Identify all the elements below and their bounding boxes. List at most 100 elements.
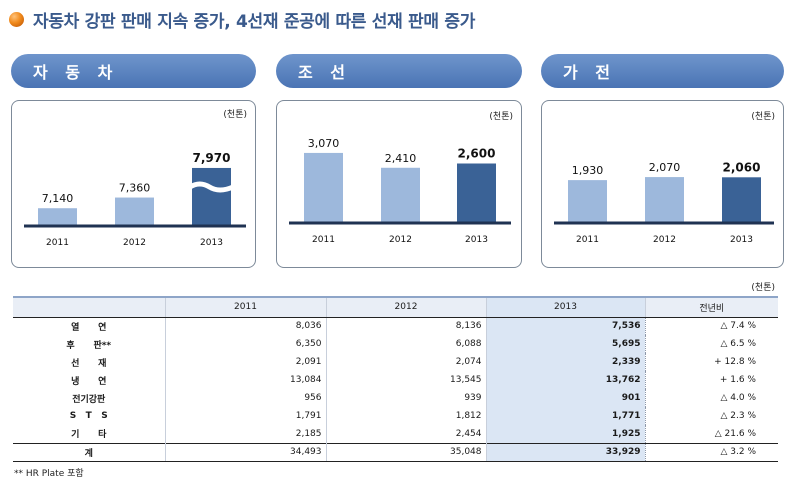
- sector-header-ship: 조 선: [276, 54, 522, 88]
- bar-2011: [568, 180, 607, 222]
- value-label: 1,930: [572, 164, 604, 177]
- table-row: 계 34,493 35,048 33,929 △ 3.2 %: [13, 442, 778, 462]
- axis-break-mark: [188, 181, 234, 193]
- unit-label: (천톤): [751, 112, 775, 122]
- header-2012: 2012: [325, 296, 486, 318]
- cell-change: △ 21.6 %: [644, 425, 778, 443]
- cell-2012: 6,088: [325, 335, 486, 353]
- bar-2011: [38, 208, 77, 225]
- table-row: 선 재 2,091 2,074 2,339 + 12.8 %: [13, 353, 778, 371]
- category-label: 2012: [389, 235, 412, 245]
- axis-break-mark: [111, 181, 157, 193]
- category-label: 2011: [576, 235, 599, 245]
- cell-2011: 956: [164, 389, 326, 407]
- category-label: 2011: [312, 235, 335, 245]
- row-label: 기 타: [71, 430, 107, 441]
- cell-2012: 1,812: [325, 407, 486, 425]
- cell-2012: 2,454: [325, 425, 486, 443]
- cell-2012: 35,048: [325, 442, 486, 462]
- title-row: 자동차 강판 판매 지속 증가, 4선재 준공에 따른 선재 판매 증가: [9, 7, 476, 32]
- chart-panel-ship: (천톤) 3,070 2011 2,410 2012 2,600 2013: [276, 100, 522, 268]
- bar-2011: [304, 152, 343, 222]
- table-row: 냉 연 13,084 13,545 13,762 + 1.6 %: [13, 371, 778, 389]
- unit-label: (천톤): [489, 112, 513, 122]
- row-label: 후 판**: [66, 340, 112, 351]
- category-label: 2012: [653, 235, 676, 245]
- cell-change: △ 4.0 %: [644, 389, 778, 407]
- cell-change: △ 6.5 %: [644, 335, 778, 353]
- value-label: 3,070: [308, 137, 340, 150]
- bullet-icon: [9, 11, 24, 27]
- bar-chart-appliance: 1,930 2011 2,070 2012 2,060 2013: [554, 160, 774, 245]
- sector-header-auto: 자 동 차: [11, 54, 256, 88]
- category-label: 2012: [123, 238, 146, 248]
- row-label: 계: [13, 442, 165, 462]
- cell-2011: 13,084: [164, 371, 326, 389]
- value-label: 7,970: [193, 151, 231, 165]
- chart-panel-auto: (천톤) 7,140 2011 7,360 2012 7,970 2013: [11, 100, 256, 268]
- cell-change: + 1.6 %: [644, 371, 778, 389]
- cell-2013: 2,339: [485, 353, 645, 371]
- value-label: 2,410: [385, 152, 417, 165]
- cell-change: △ 3.2 %: [644, 442, 778, 462]
- table-row: 전기강판 956 939 901 △ 4.0 %: [13, 389, 778, 407]
- chart-panel-appliance: (천톤) 1,930 2011 2,070 2012 2,060 2013: [541, 100, 784, 268]
- category-label: 2013: [465, 235, 488, 245]
- cell-2013: 7,536: [485, 317, 645, 335]
- value-label: 2,600: [458, 147, 496, 161]
- footnote: ** HR Plate 포함: [14, 469, 84, 479]
- cell-2013: 901: [485, 389, 645, 407]
- sales-table: 2011 2012 2013 전년비 열 연 8,036 8,136 7,536 △ 7…: [13, 296, 778, 462]
- cell-2012: 13,545: [325, 371, 486, 389]
- header-2013: 2013: [485, 296, 645, 318]
- cell-2012: 939: [325, 389, 486, 407]
- table-unit-label: (천톤): [751, 283, 775, 293]
- cell-2013: 1,771: [485, 407, 645, 425]
- sector-header-appliance: 가 전: [541, 54, 784, 88]
- table-row: 기 타 2,185 2,454 1,925 △ 21.6 %: [13, 425, 778, 443]
- cell-2011: 34,493: [164, 442, 326, 462]
- unit-label: (천톤): [223, 110, 247, 120]
- row-label: 선 재: [71, 358, 107, 369]
- bar-2013: [457, 163, 496, 222]
- category-label: 2013: [200, 238, 223, 248]
- bar-chart-ship: 3,070 2011 2,410 2012 2,600 2013: [289, 137, 511, 245]
- table-row: 열 연 8,036 8,136 7,536 △ 7.4 %: [13, 317, 778, 335]
- bar-2012: [645, 177, 684, 222]
- cell-change: △ 2.3 %: [644, 407, 778, 425]
- value-label: 2,060: [723, 160, 761, 174]
- cell-2011: 2,185: [164, 425, 326, 443]
- row-label: 전기강판: [72, 394, 106, 405]
- bar-2013: [192, 167, 231, 225]
- table-row: S T S 1,791 1,812 1,771 △ 2.3 %: [13, 407, 778, 425]
- axis-break-mark: [34, 181, 80, 193]
- cell-2011: 2,091: [164, 353, 326, 371]
- cell-2011: 8,036: [164, 317, 326, 335]
- bar-2012: [115, 197, 154, 225]
- cell-2012: 8,136: [325, 317, 486, 335]
- cell-2013: 33,929: [485, 442, 645, 462]
- cell-2012: 2,074: [325, 353, 486, 371]
- row-label: 냉 연: [71, 376, 107, 387]
- table-header-row: 2011 2012 2013 전년비: [13, 296, 778, 318]
- header-empty: [13, 296, 165, 318]
- header-2011: 2011: [164, 296, 326, 318]
- bar-2013: [722, 177, 761, 222]
- category-label: 2013: [730, 235, 753, 245]
- cell-2013: 5,695: [485, 335, 645, 353]
- category-label: 2011: [46, 238, 69, 248]
- value-label: 7,140: [42, 192, 74, 205]
- cell-2011: 1,791: [164, 407, 326, 425]
- table-row: 후 판** 6,350 6,088 5,695 △ 6.5 %: [13, 335, 778, 353]
- cell-2011: 6,350: [164, 335, 326, 353]
- value-label: 2,070: [649, 161, 681, 174]
- cell-change: △ 7.4 %: [644, 317, 778, 335]
- cell-change: + 12.8 %: [644, 353, 778, 371]
- cell-2013: 1,925: [485, 425, 645, 443]
- page-title: 자동차 강판 판매 지속 증가, 4선재 준공에 따른 선재 판매 증가: [33, 11, 476, 32]
- cell-2013: 13,762: [485, 371, 645, 389]
- row-label: S T S: [69, 411, 108, 421]
- header-change: 전년비: [644, 296, 778, 318]
- bar-chart-auto: 7,140 2011 7,360 2012 7,970 2013: [24, 151, 246, 248]
- value-label: 7,360: [119, 182, 151, 195]
